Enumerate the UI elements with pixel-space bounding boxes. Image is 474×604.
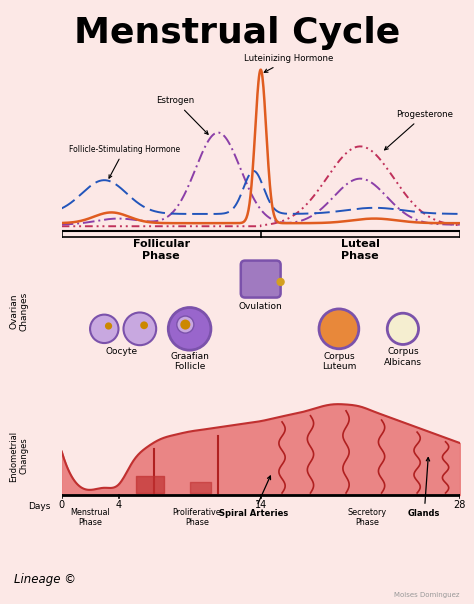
Text: Lineage ©: Lineage © [14,573,76,586]
Text: Follicular
Phase: Follicular Phase [133,239,190,261]
Text: Endometrial
Changes: Endometrial Changes [9,431,28,481]
Circle shape [90,315,118,343]
Circle shape [182,321,189,329]
Circle shape [323,313,355,344]
Circle shape [277,279,284,285]
Text: Glands: Glands [408,458,440,518]
Text: Proliferative
Phase: Proliferative Phase [173,507,221,527]
Text: Corpus
Albicans: Corpus Albicans [384,347,422,367]
Text: 14: 14 [255,500,267,510]
Circle shape [123,312,156,345]
Text: Menstrual Cycle: Menstrual Cycle [74,16,400,50]
Text: Luteinizing Hormone: Luteinizing Hormone [245,54,334,72]
Circle shape [168,307,211,350]
Text: Estrogen: Estrogen [156,97,208,134]
Text: Secretory
Phase: Secretory Phase [348,507,387,527]
Text: Ovulation: Ovulation [239,302,283,311]
Text: Oocyte: Oocyte [105,347,137,356]
Text: Corpus
Luteum: Corpus Luteum [322,352,356,371]
Text: Follicle-Stimulating Hormone: Follicle-Stimulating Hormone [69,145,180,178]
Circle shape [319,309,359,349]
Text: Luteal
Phase: Luteal Phase [341,239,380,261]
Text: Spiral Arteries: Spiral Arteries [219,476,288,518]
Circle shape [97,321,112,336]
Circle shape [130,320,149,338]
Text: 28: 28 [454,500,466,510]
FancyBboxPatch shape [241,260,281,298]
Circle shape [387,313,419,344]
Text: 4: 4 [116,500,121,510]
Text: Menstrual
Phase: Menstrual Phase [70,507,110,527]
Circle shape [141,323,147,328]
Circle shape [177,316,194,333]
Text: Days: Days [28,503,50,512]
Text: 0: 0 [59,500,64,510]
Text: Ovarian
Changes: Ovarian Changes [9,292,28,330]
Circle shape [106,323,111,329]
Text: Graafian
Follicle: Graafian Follicle [170,352,209,371]
Text: Moises Dominguez: Moises Dominguez [394,592,460,598]
Text: Progesterone: Progesterone [384,110,453,150]
